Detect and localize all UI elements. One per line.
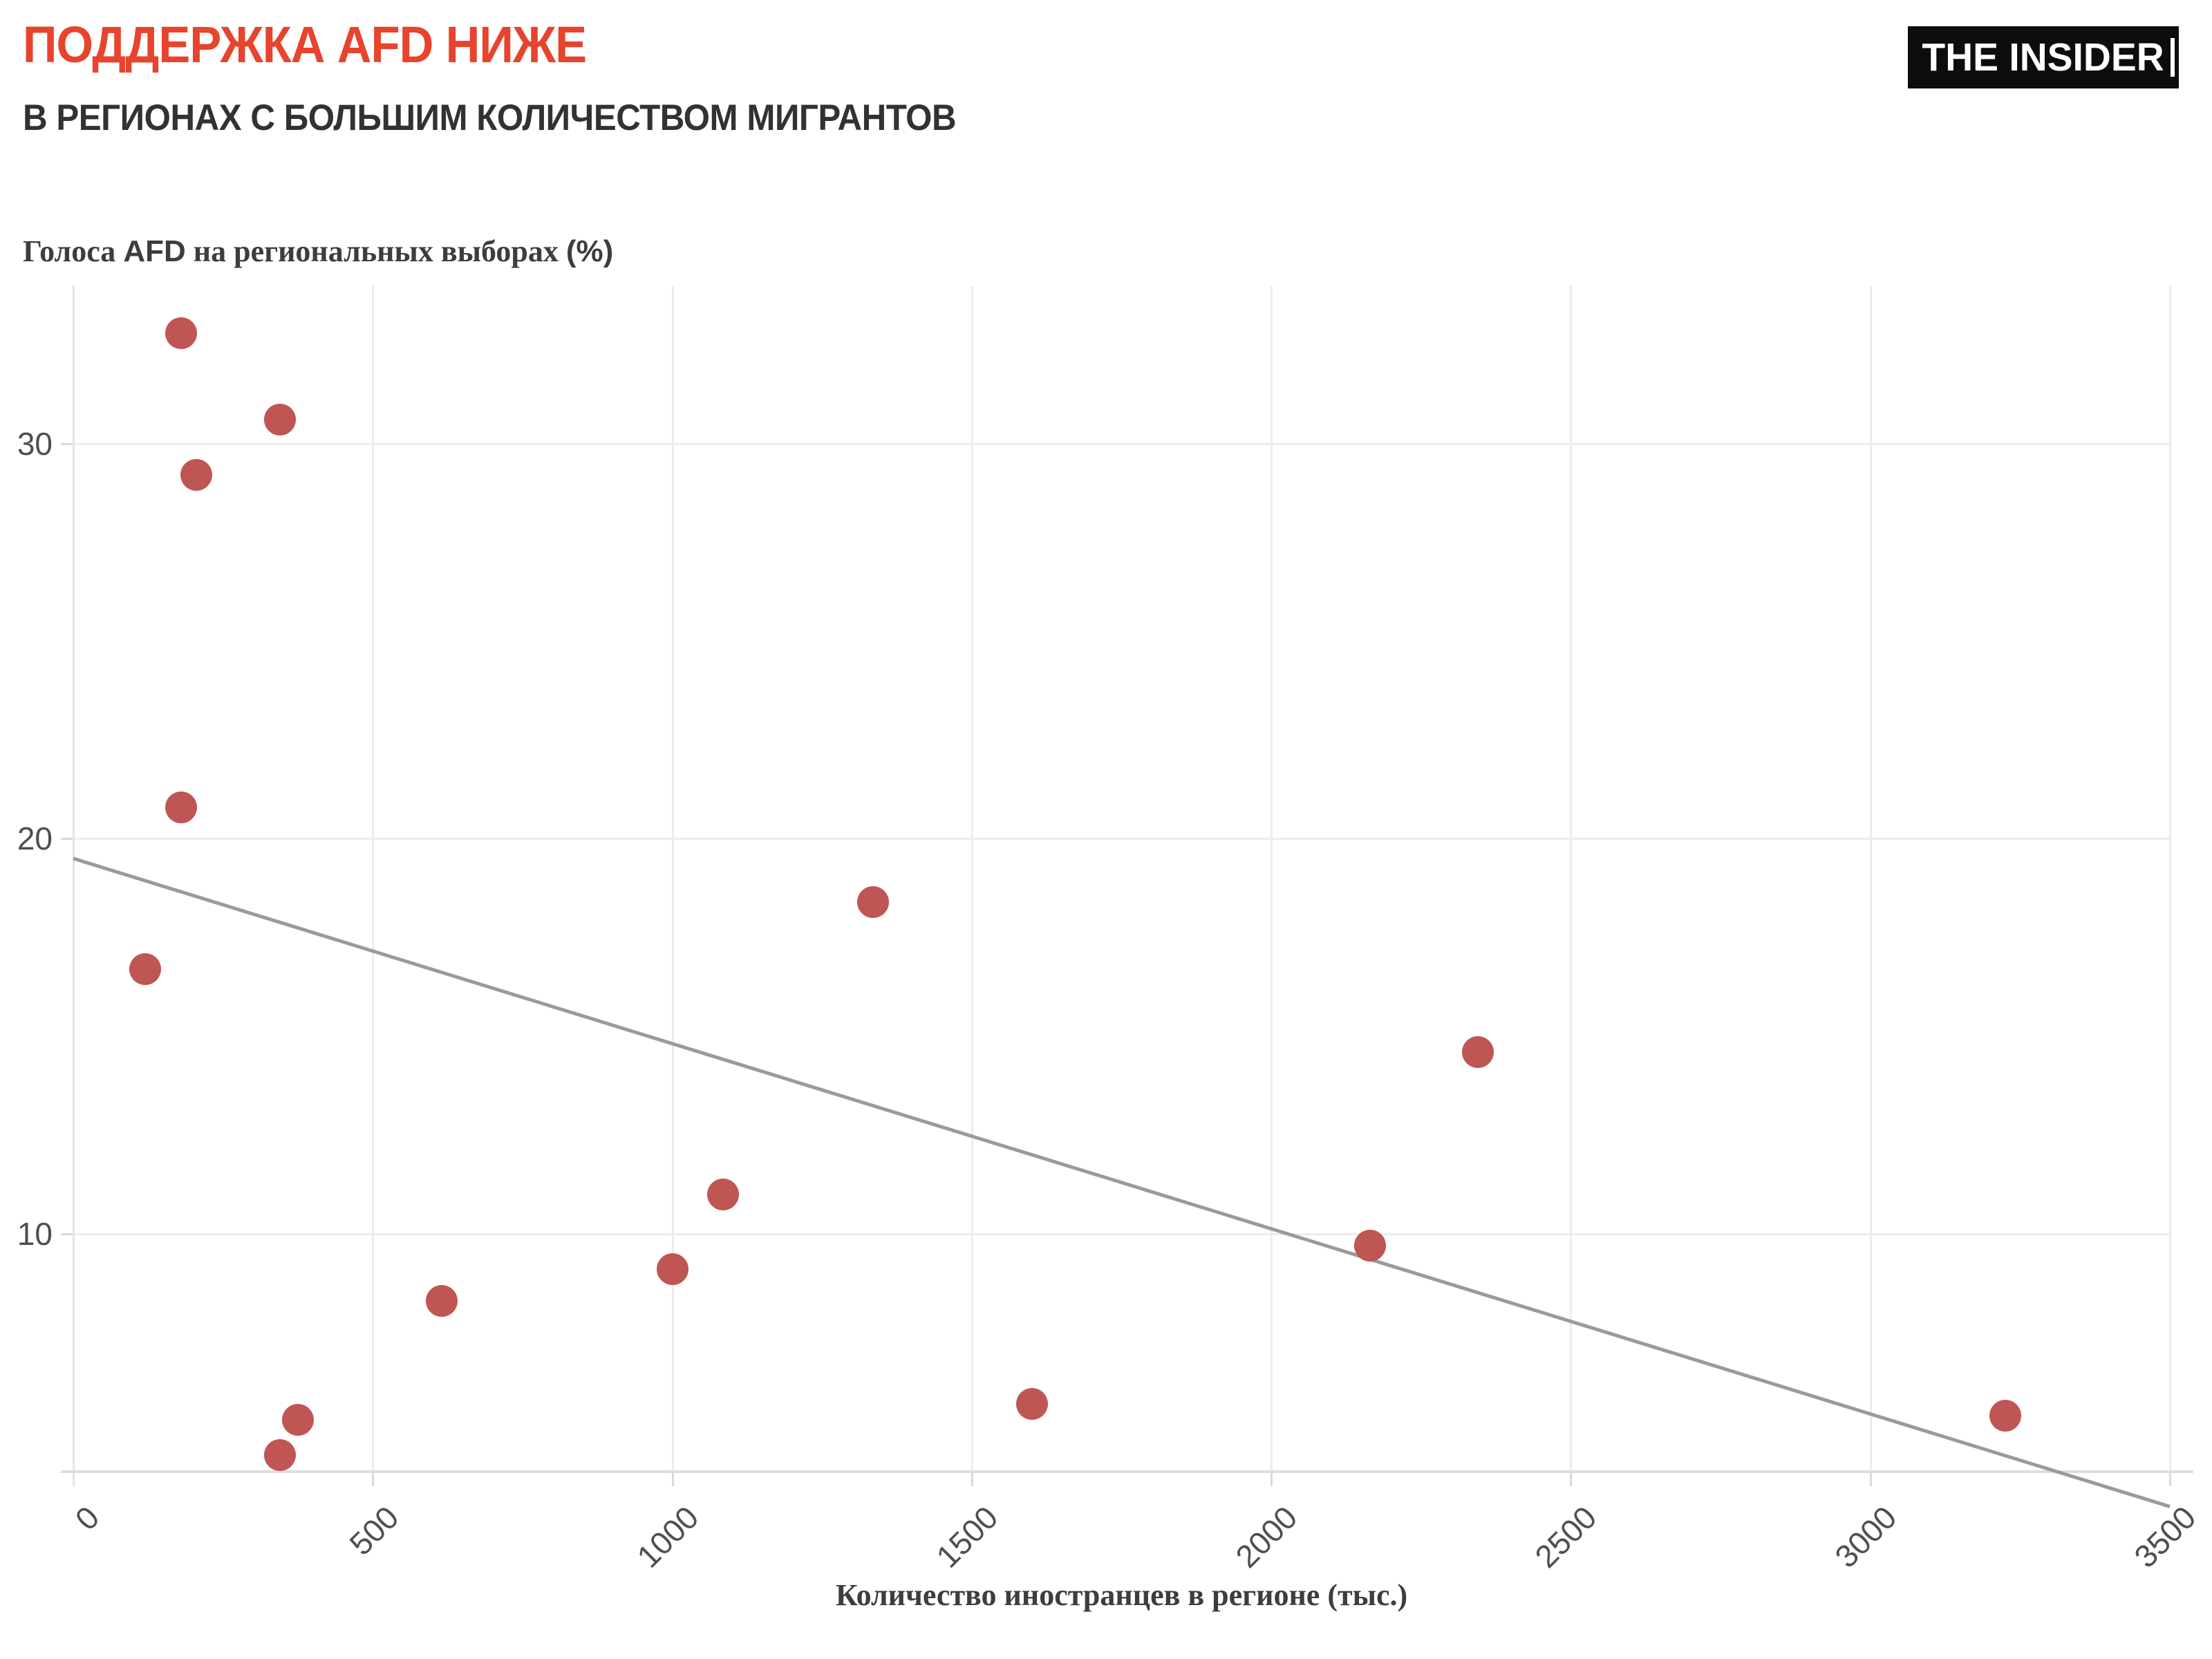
data-point-8 xyxy=(656,1253,688,1286)
brand-logo: THE INSIDER xyxy=(1908,26,2179,88)
data-point-13 xyxy=(281,1403,314,1436)
page-title: ПОДДЕРЖКА AFD НИЖЕ xyxy=(23,16,587,73)
tick-mark-x-1000 xyxy=(671,1471,674,1486)
data-point-5 xyxy=(856,885,889,918)
tick-mark-x-3500 xyxy=(2169,1471,2171,1486)
x-tick-label-1500: 1500 xyxy=(929,1499,1005,1575)
trend-line xyxy=(73,856,2171,1508)
data-point-4 xyxy=(129,953,161,985)
gridline-x-3000 xyxy=(1869,285,1872,1471)
x-tick-label-1000: 1000 xyxy=(629,1499,706,1575)
gridline-x-1500 xyxy=(971,285,973,1471)
x-axis-line xyxy=(61,1470,2193,1473)
data-point-14 xyxy=(263,1439,296,1472)
x-tick-label-3000: 3000 xyxy=(1828,1499,1904,1575)
y-axis-line xyxy=(73,285,75,1486)
x-tick-label-3500: 3500 xyxy=(2127,1499,2203,1575)
gridline-y-30 xyxy=(73,442,2170,445)
y-axis-title-pre: Голоса xyxy=(23,234,124,268)
x-tick-label-0: 0 xyxy=(68,1499,106,1537)
gridline-x-1000 xyxy=(671,285,674,1471)
x-tick-label-2000: 2000 xyxy=(1228,1499,1304,1575)
tick-mark-x-1500 xyxy=(971,1471,973,1486)
x-tick-label-2500: 2500 xyxy=(1528,1499,1604,1575)
gridline-x-2000 xyxy=(1271,285,1273,1471)
y-tick-label-10: 10 xyxy=(17,1216,53,1252)
page-subtitle: В РЕГИОНАХ С БОЛЬШИМ КОЛИЧЕСТВОМ МИГРАНТ… xyxy=(23,97,957,138)
gridline-x-2500 xyxy=(1570,285,1573,1471)
x-axis-title: Количество иностранцев в регионе (тыс.) xyxy=(835,1578,1408,1612)
y-tick-label-30: 30 xyxy=(17,425,53,462)
data-point-0 xyxy=(165,317,197,349)
tick-mark-x-2000 xyxy=(1271,1471,1273,1486)
y-axis-title-mid: на региональных выборах xyxy=(185,234,566,268)
tick-mark-x-500 xyxy=(372,1471,375,1486)
data-point-3 xyxy=(165,791,197,823)
tick-mark-y-10 xyxy=(61,1233,73,1235)
data-point-10 xyxy=(1354,1230,1387,1262)
tick-mark-x-2500 xyxy=(1570,1471,1573,1486)
data-point-7 xyxy=(707,1178,740,1210)
tick-mark-x-3000 xyxy=(1869,1471,1872,1486)
x-tick-label-500: 500 xyxy=(342,1499,406,1562)
data-point-1 xyxy=(263,404,296,436)
y-axis-title-brand: AFD xyxy=(123,234,186,268)
trend-layer xyxy=(73,856,2171,1508)
brand-logo-cursor-icon xyxy=(2171,38,2175,77)
data-point-6 xyxy=(1462,1036,1494,1069)
gridline-x-3500 xyxy=(2169,285,2171,1471)
data-point-12 xyxy=(1989,1399,2021,1432)
y-axis-title-unit: (%) xyxy=(565,234,614,268)
y-axis-title: Голоса AFD на региональных выборах (%) xyxy=(23,234,613,269)
data-point-11 xyxy=(1015,1387,1048,1420)
plot-area: 0 500 1000 1500 2000 2500 3000 3500 30 20 10 xyxy=(17,285,2202,1575)
data-point-2 xyxy=(180,459,212,491)
data-point-9 xyxy=(425,1285,458,1318)
gridline-x-500 xyxy=(372,285,375,1471)
brand-logo-text: THE INSIDER xyxy=(1922,35,2165,79)
gridline-y-20 xyxy=(73,838,2170,841)
gridline-y-10 xyxy=(73,1233,2170,1235)
y-tick-label-20: 20 xyxy=(17,821,53,857)
tick-mark-y-20 xyxy=(61,838,73,841)
tick-mark-y-30 xyxy=(61,442,73,445)
